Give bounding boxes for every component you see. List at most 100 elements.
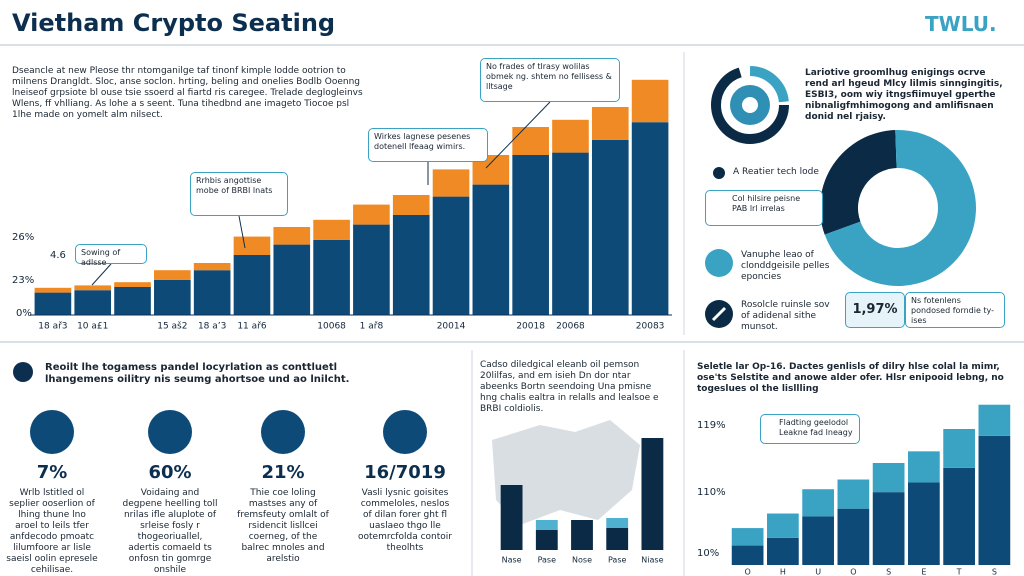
bar-segment [313,219,350,240]
y-axis-text: 0% [16,308,32,319]
bar-segment [872,492,905,565]
callout: Wirkes lagnese pesenes dotenell lfeaag w… [368,128,488,162]
stat-value: 16/7019 [364,462,446,483]
intro-text: Dseancle at new Pleose thr ntomganilge t… [12,66,363,120]
bar-segment [273,244,311,315]
callout: Sowing of adlsse [75,244,147,267]
stat-value: 7% [36,462,68,483]
bar-segment [641,438,664,550]
section-icon [13,362,33,382]
globe-icon [705,249,733,277]
y-axis-text: 26% [12,232,34,243]
x-tick-label: T [956,568,962,576]
callout-line [91,263,112,286]
bar-segment [767,537,799,565]
x-tick-label: 20083 [636,322,665,332]
x-tick-label: 15 aš2 [157,321,187,332]
x-tick-label: 1 ař8 [360,322,384,332]
stat-text: Vasli lysnic goisites commeloles, neslos… [358,488,452,553]
bar-segment [908,482,940,565]
legend-dot [713,167,725,179]
bar-segment [472,184,510,315]
x-tick-label: 18 a’3 [198,322,226,332]
donut-slice [824,130,976,286]
x-tick-label: 18 ař3 [38,322,67,332]
x-tick-label: S [886,568,891,576]
x-tick-label: Pase [608,556,627,565]
y-axis-text: 110% [697,487,726,498]
stat-icons [30,410,427,454]
x-tick-label: Pase [538,556,557,565]
stat-text: Voidaing and degpene heelling toll nrila… [122,488,218,575]
y-axis-text: 4.6 [50,250,66,261]
stat-text: Thie coe loling mastses any of fremsfeut… [237,488,329,564]
bar-segment [631,79,669,123]
bar-segment [512,155,549,315]
stat-value: 60% [148,462,192,483]
bar-segment [535,520,558,530]
x-tick-label: Niase [641,556,663,565]
bar-segment [552,152,589,315]
bar-segment [74,285,112,291]
x-tick-label: O [850,568,856,576]
stat-text: Wrlb lstitled ol seplier ooserlion of lh… [6,488,98,575]
donut-slice [819,130,897,235]
x-tick-label: 20068 [556,322,585,332]
bar-segment [154,270,191,280]
bar-segment [34,287,72,293]
bar-segment [313,239,350,315]
x-tick-label: Nose [572,556,592,565]
bar-segment [535,530,558,550]
bar-segment [943,429,975,468]
legend-label: Col hilsire peisne PAB lrl irrelas [705,190,823,226]
y-axis-text: 23% [12,275,34,286]
ring-icon [711,66,789,144]
legend-label: A Reatier tech lode [733,167,819,177]
bar-segment [872,463,905,493]
legend-label: Rosolcle ruinsle sov of adidenal sithe m… [741,300,830,332]
bar-segment [353,224,390,315]
bar-segment [154,279,191,315]
stat-note: Ns fotenlens pondosed forndie ty-ises [905,292,1005,328]
x-tick-label: 11 ař6 [237,322,267,332]
panel-text: Lariotive groomlhug enigings ocrve rend … [805,68,1003,122]
pen-icon [711,306,727,322]
stat-value: 21% [261,462,305,483]
title: Vietham Crypto Seating [12,9,336,37]
chart-text: Seletle lar Op-16. Dactes genlisls of di… [697,362,1004,394]
x-tick-label: O [744,568,750,576]
bar-segment [273,227,311,245]
bar-segment [731,528,764,546]
bar-segment [802,516,834,565]
x-tick-label: S [992,568,997,576]
x-tick-label: 10068 [317,322,346,332]
bar-segment [978,404,1011,436]
x-tick-label: U [815,568,821,576]
callout: No frades of tlrasy wolilas obmek ng. sh… [480,58,620,102]
chart-note: Fladting geelodol Leakne fad lneagy [760,414,860,444]
x-tick-label: E [921,568,926,576]
bar-segment [114,282,151,287]
bar-segment [432,169,470,197]
map-text: Cadso diledgical eleanb oil pemson 20lil… [480,360,659,414]
bar-segment [591,107,629,140]
bar-segment [233,236,271,255]
legend-label: Vanuphe leao of clonddgeisile pelles epo… [741,250,830,282]
bar-segment [908,451,940,483]
bar-segment [233,255,271,315]
callout-line [238,215,246,249]
y-axis-text: 119% [697,420,726,431]
bar-segment [500,485,523,550]
bar-segment [114,287,151,315]
bar-segment [392,195,430,215]
section-heading: Reoilt lhe togamess pandel locyrlation a… [45,362,350,385]
bar-segment [767,513,799,538]
bar-segment [34,292,72,315]
callout: Rrhbis angottise mobe of BRBI lnats [190,172,288,216]
stat-box: 1,97% [845,292,905,328]
bar-segment [802,489,834,517]
bar-segment [631,122,669,315]
bar-segment [837,508,870,565]
